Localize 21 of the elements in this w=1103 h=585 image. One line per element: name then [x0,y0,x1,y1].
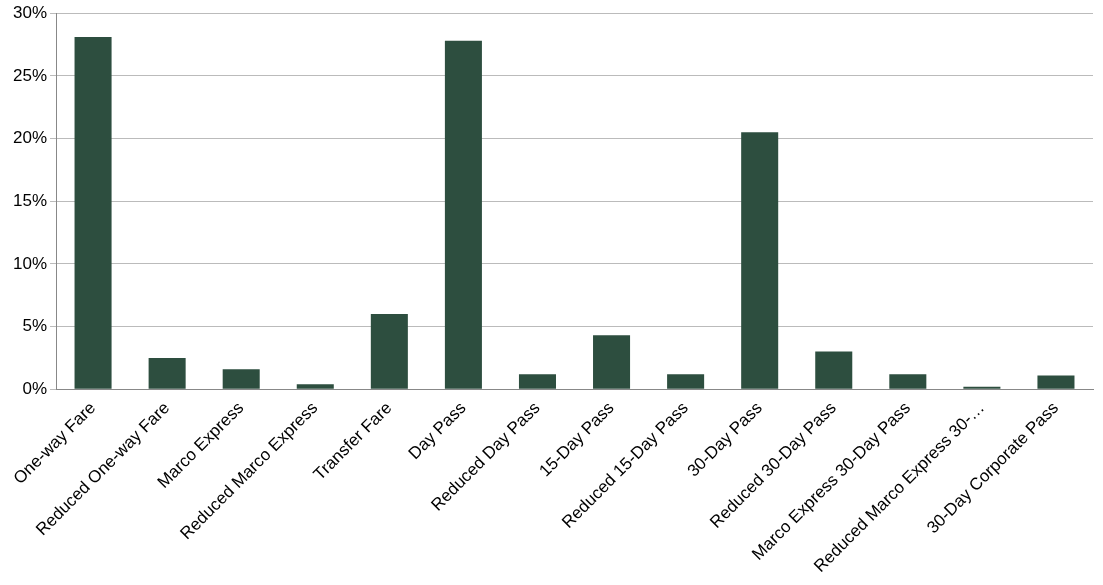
bar [74,37,112,389]
bar [667,374,705,389]
bar [370,314,408,389]
bar [518,374,556,389]
y-tick-label: 10% [12,253,48,273]
y-tick-label: 5% [22,316,48,336]
y-tick-label: 0% [22,378,48,398]
bar [1037,375,1075,389]
bar [593,335,631,389]
y-tick-label: 15% [12,190,48,210]
bar [148,357,186,389]
y-tick-label: 25% [12,65,48,85]
y-tick-label: 30% [12,2,48,22]
bar [889,374,927,389]
bar [963,386,1001,389]
bar [741,132,779,389]
y-tick-label: 20% [12,128,48,148]
bar [222,369,260,389]
bar [296,384,334,389]
bar [444,40,482,389]
bar [815,351,853,389]
